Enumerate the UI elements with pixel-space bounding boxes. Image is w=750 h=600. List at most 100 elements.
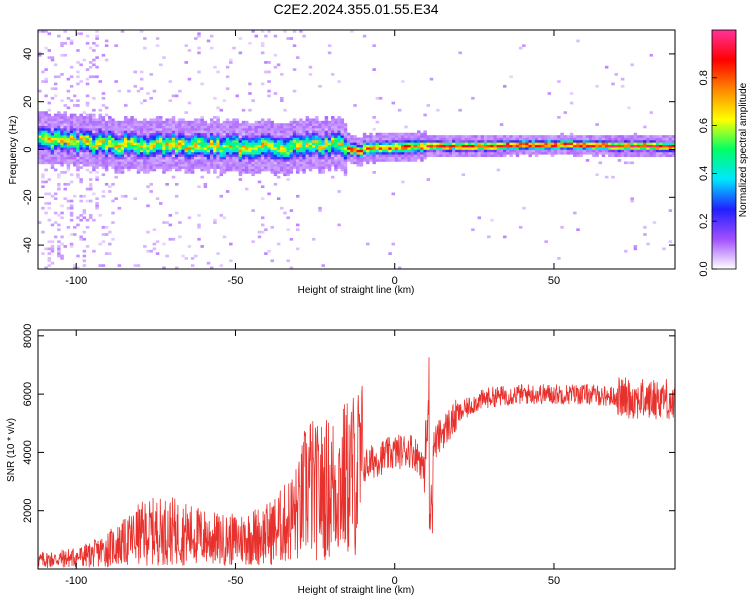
spectrogram-cell	[273, 163, 278, 167]
spectrogram-cell	[394, 137, 399, 141]
spectrogram-cell	[630, 139, 634, 143]
spectrogram-cell	[260, 147, 265, 150]
spectrogram-cell	[197, 132, 201, 136]
x-tick-label: -100	[65, 275, 87, 287]
spectrogram-cell	[85, 123, 90, 126]
spectrogram-cell	[509, 144, 513, 148]
spectrogram-cell	[385, 137, 389, 141]
spectrogram-cell	[184, 171, 188, 174]
spectrogram-cell	[222, 132, 227, 136]
spectrogram-cell	[108, 190, 112, 193]
spectrogram-cell	[270, 151, 274, 155]
spectrogram-cell	[487, 139, 491, 143]
spectrogram-cell	[178, 221, 182, 224]
spectrogram-cell	[47, 259, 52, 263]
spectrogram-cell	[203, 159, 208, 162]
spectrogram-cell	[305, 142, 310, 146]
spectrogram-cell	[73, 130, 77, 134]
spectrogram-cell	[82, 216, 87, 220]
spectrogram-cell	[200, 127, 204, 131]
spectrogram-cell	[197, 46, 201, 50]
spectrogram-cell	[181, 118, 185, 122]
spectrogram-cell	[652, 221, 657, 224]
spectrogram-cell	[264, 125, 268, 129]
spectrogram-cell	[385, 159, 389, 162]
spectrogram-cell	[630, 63, 634, 67]
spectrogram-cell	[346, 156, 351, 160]
spectrogram-cell	[57, 240, 61, 244]
spectrogram-cell	[104, 135, 109, 138]
spectrogram-cell	[225, 132, 230, 136]
spectrogram-cell	[302, 156, 306, 160]
spectrogram-cell	[286, 147, 290, 150]
spectrogram-cell	[471, 96, 475, 100]
spectrogram-cell	[206, 137, 211, 141]
spectrogram-cell	[216, 130, 220, 134]
spectrogram-cell	[63, 30, 67, 33]
spectrogram-cell	[41, 252, 45, 255]
spectrogram-cell	[668, 154, 673, 157]
spectrogram-cell	[522, 142, 526, 146]
spectrogram-cell	[53, 197, 58, 200]
spectrogram-cell	[541, 151, 545, 155]
spectrogram-cell	[82, 149, 87, 153]
spectrogram-cell	[381, 159, 386, 162]
spectrogram-cell	[187, 171, 192, 174]
spectrogram-cell	[659, 137, 663, 141]
spectrogram-cell	[353, 142, 357, 146]
spectrogram-cell	[229, 135, 233, 138]
spectrogram-cell	[152, 168, 157, 172]
spectrogram-cell	[108, 127, 112, 131]
spectrogram-cell	[149, 139, 153, 143]
spectrogram-cell	[219, 168, 224, 172]
spectrogram-cell	[639, 144, 644, 148]
colorbar-tick-label: 0.8	[698, 70, 710, 85]
spectrogram-cell	[162, 135, 166, 138]
spectrogram-cell	[57, 130, 61, 134]
spectrogram-cell	[38, 137, 42, 141]
spectrogram-cell	[283, 127, 287, 131]
spectrogram-cell	[47, 144, 52, 148]
spectrogram-cell	[41, 151, 45, 155]
spectrogram-cell	[225, 190, 230, 193]
spectrogram-cell	[321, 142, 325, 146]
spectrogram-cell	[429, 135, 434, 138]
spectrogram-cell	[152, 147, 157, 150]
spectrogram-cell	[92, 120, 96, 124]
spectrogram-cell	[280, 156, 284, 160]
spectrogram-cell	[117, 120, 122, 124]
spectrogram-cell	[496, 139, 501, 143]
spectrogram-cell	[420, 147, 424, 150]
spectrogram-cell	[38, 116, 42, 119]
spectrogram-cell	[69, 218, 74, 222]
spectrogram-cell	[194, 151, 198, 155]
spectrogram-cell	[203, 135, 208, 138]
colorbar-tick-label: 0.0	[698, 261, 710, 276]
spectrogram-cell	[184, 135, 188, 138]
spectrogram-cell	[525, 147, 529, 150]
spectrogram-cell	[187, 159, 192, 162]
spectrogram-cell	[636, 149, 641, 153]
spectrogram-cell	[82, 116, 87, 119]
spectrogram-cell	[659, 151, 663, 155]
spectrogram-cell	[649, 53, 654, 57]
spectrogram-cell	[286, 159, 290, 162]
spectrogram-cell	[547, 139, 552, 143]
spectrogram-cell	[41, 147, 45, 150]
spectrogram-cell	[264, 252, 268, 255]
spectrogram-cell	[315, 147, 319, 150]
spectrogram-cell	[88, 161, 93, 165]
spectrogram-cell	[305, 156, 310, 160]
spectrogram-cell	[292, 161, 297, 165]
spectrogram-cell	[73, 154, 77, 157]
spectrogram-cell	[311, 142, 316, 146]
spectrogram-cell	[127, 125, 131, 129]
spectrogram-cell	[331, 147, 335, 150]
spectrogram-cell	[299, 168, 303, 172]
spectrogram-cell	[133, 144, 138, 148]
spectrogram-cell	[308, 154, 313, 157]
spectrogram-cell	[155, 44, 160, 48]
spectrogram-cell	[283, 166, 287, 169]
spectrogram-cell	[82, 120, 87, 124]
